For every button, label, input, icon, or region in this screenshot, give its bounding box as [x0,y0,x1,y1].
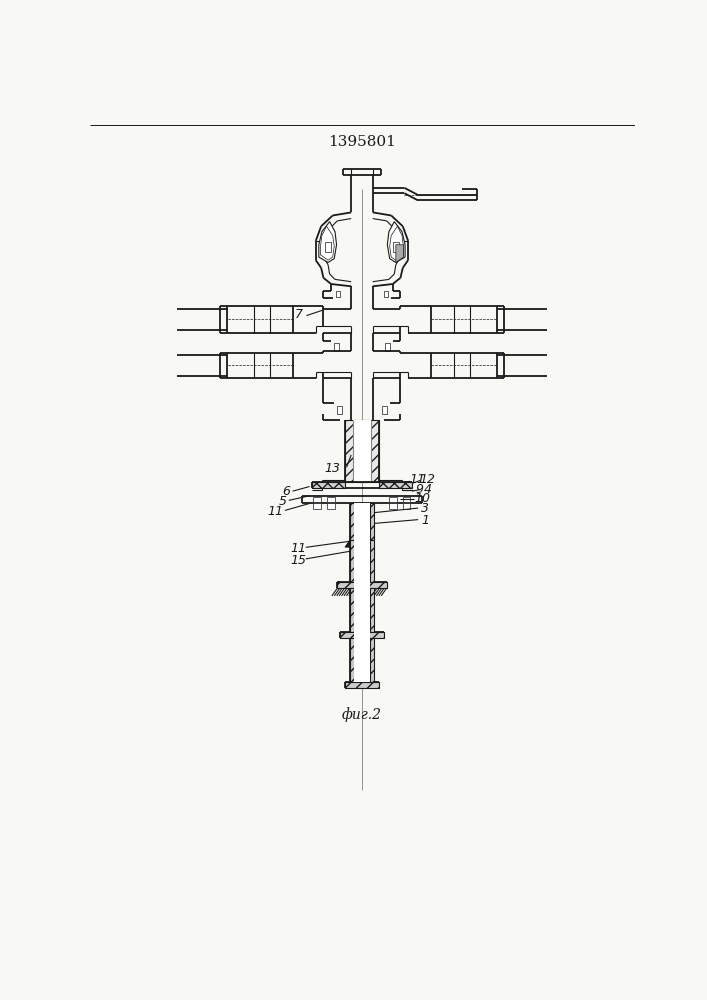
Text: 11: 11 [409,473,426,486]
Text: 4: 4 [423,483,431,496]
Bar [327,497,335,502]
Polygon shape [390,226,404,260]
Polygon shape [351,503,354,540]
Bar [354,638,370,682]
Polygon shape [370,638,373,682]
Bar [354,632,370,638]
Bar [403,497,411,502]
Bar [354,588,370,632]
Bar [327,503,335,509]
Text: 1: 1 [421,514,429,527]
Bar [336,291,340,297]
Bar [354,582,370,588]
Polygon shape [320,226,334,260]
Polygon shape [345,682,379,688]
Text: 5: 5 [279,495,286,508]
Polygon shape [337,582,387,588]
Polygon shape [396,245,404,262]
Text: 3: 3 [421,502,429,515]
Bar [345,420,379,482]
Text: 9: 9 [416,483,423,496]
Polygon shape [351,588,354,632]
Text: 12: 12 [419,473,436,486]
Bar [354,540,370,582]
Polygon shape [340,632,383,638]
Bar [389,503,397,509]
Polygon shape [351,540,354,582]
Text: 11: 11 [291,542,307,555]
Polygon shape [312,482,345,488]
Polygon shape [379,482,412,488]
Text: 10: 10 [414,492,430,505]
Polygon shape [387,222,405,262]
Text: 13: 13 [325,462,340,475]
Text: 1395801: 1395801 [328,135,396,149]
Polygon shape [370,588,373,632]
Bar [383,291,388,297]
Text: 6: 6 [283,485,291,498]
Text: 7: 7 [295,308,303,321]
Bar [354,503,370,540]
Polygon shape [319,222,337,262]
Bar [337,406,342,414]
Bar [403,503,411,509]
Bar [334,343,339,351]
Polygon shape [370,503,373,540]
Bar [353,420,371,482]
Bar [382,406,387,414]
Polygon shape [351,638,354,682]
Text: 11: 11 [268,505,284,518]
Text: 15: 15 [290,554,306,567]
Bar [393,242,399,252]
Polygon shape [370,540,373,582]
Bar [385,343,390,351]
Text: фиг.2: фиг.2 [342,707,382,722]
Bar [389,497,397,502]
Bar [325,242,331,252]
Bar [313,497,321,502]
Bar [313,503,321,509]
